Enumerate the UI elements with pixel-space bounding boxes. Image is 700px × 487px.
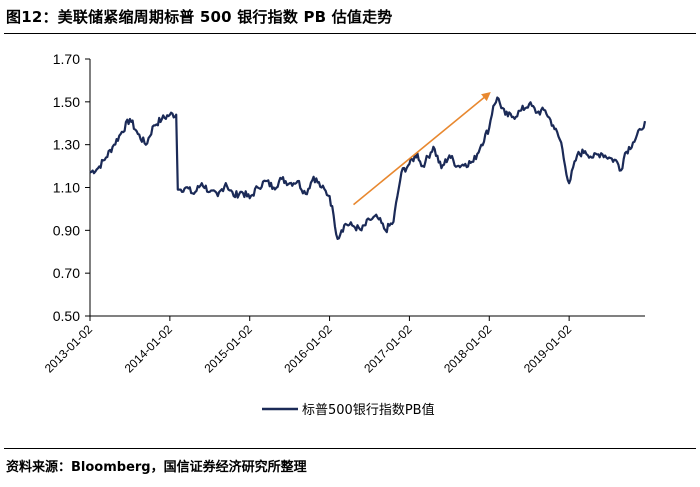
y-tick-label: 0.70: [53, 265, 80, 281]
x-tick-label: 2017-01-02: [361, 322, 415, 376]
x-tick-label: 2015-01-02: [202, 322, 256, 376]
footer-divider: [4, 448, 696, 449]
x-tick-label: 2018-01-02: [441, 322, 495, 376]
legend: 标普500银行指数PB值: [262, 402, 435, 418]
y-tick-label: 1.70: [53, 51, 80, 67]
uptrend-arrow: [353, 91, 491, 206]
x-tick-label: 2019-01-02: [521, 322, 575, 376]
y-tick-label: 1.30: [53, 137, 80, 153]
x-tick-label: 2014-01-02: [122, 322, 176, 376]
pb-series-line: [89, 96, 647, 240]
y-tick-label: 0.90: [53, 222, 80, 238]
y-tick-label: 0.50: [53, 308, 80, 324]
chart-title: 图12：美联储紧缩周期标普 500 银行指数 PB 估值走势: [6, 8, 393, 26]
legend-label: 标普500银行指数PB值: [302, 402, 435, 418]
x-tick-label: 2013-01-02: [42, 322, 96, 376]
title-divider: [4, 33, 696, 34]
x-tick-label: 2016-01-02: [281, 322, 335, 376]
y-tick-label: 1.10: [53, 180, 80, 196]
y-tick-label: 1.50: [53, 94, 80, 110]
source-note: 资料来源：Bloomberg，国信证券经济研究所整理: [6, 460, 307, 475]
